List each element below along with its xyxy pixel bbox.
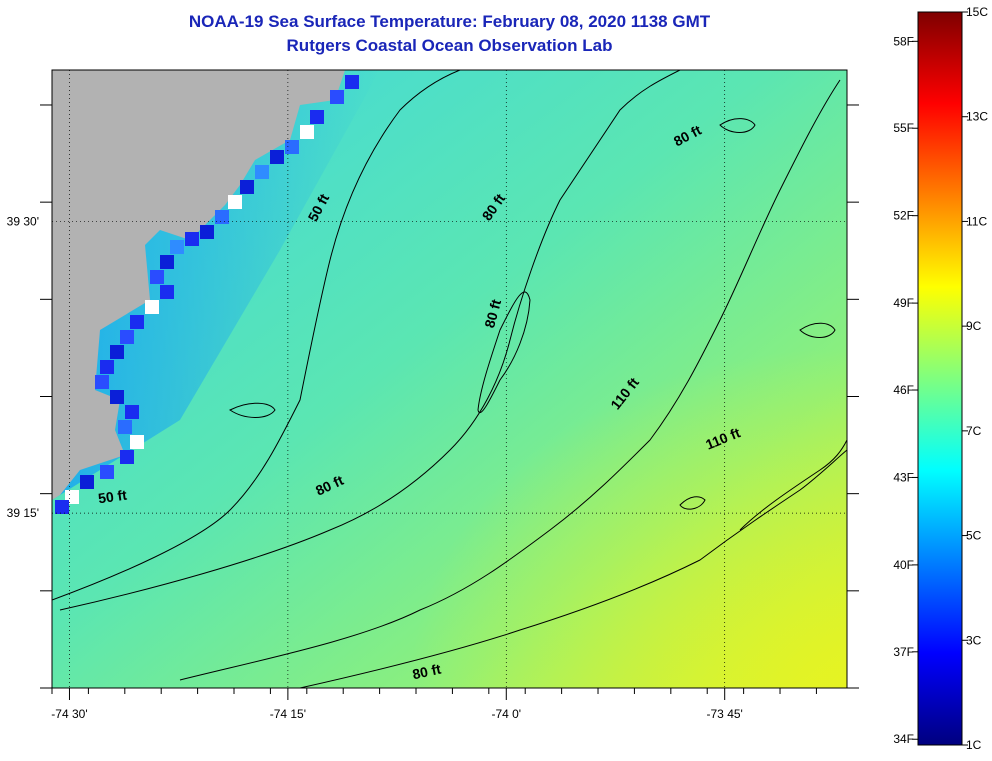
bathymetry-contours [52, 70, 847, 688]
chart-subtitle: Rutgers Coastal Ocean Observation Lab [286, 36, 613, 55]
colorbar-scale [917, 11, 963, 746]
y-tick-label: 39 30' [7, 215, 39, 229]
colorbar-fahrenheit-label: 46F [893, 383, 914, 397]
y-tick-label: 39 15' [7, 506, 39, 520]
colorbar-celsius-label: 9C [966, 319, 982, 333]
chart-title: NOAA-19 Sea Surface Temperature: Februar… [188, 12, 711, 31]
map-axes: -74 30' -74 15' -74 0' -73 45' 39 30' 39 15' [7, 104, 859, 721]
colorbar-celsius-label: 11C [966, 214, 987, 228]
colorbar-fahrenheit-label: 49F [893, 296, 914, 310]
colorbar-celsius-label: 15C [966, 5, 988, 19]
x-tick-label: -74 30' [51, 707, 87, 721]
colorbar-fahrenheit-label: 37F [893, 645, 914, 659]
x-tick-label: -73 45' [707, 707, 743, 721]
x-tick-label: -74 15' [270, 707, 306, 721]
graticule [52, 70, 847, 688]
land-mass [52, 70, 345, 500]
colorbar-fahrenheit-label: 34F [893, 732, 914, 746]
contour-label: 80 ft [411, 661, 443, 683]
colorbar-celsius-label: 1C [966, 738, 982, 752]
colorbar-celsius-label: 13C [966, 110, 988, 124]
plot-frame [51, 69, 848, 689]
x-tick-label: -74 0' [491, 707, 521, 721]
contour-label: 80 ft [481, 297, 504, 329]
colorbar-fahrenheit-label: 52F [893, 209, 914, 223]
contour-label: 50 ft [97, 487, 128, 507]
nearshore-cold-pixels [55, 75, 359, 514]
colorbar: 1C 3C 5C 7C 9C 11C 13C 15C 34F 37F 40F 43F 46F 49F 52F… [893, 5, 988, 752]
colorbar-celsius-label: 7C [966, 424, 982, 438]
colorbar-celsius-label: 5C [966, 529, 982, 543]
colorbar-ticks: 1C 3C 5C 7C 9C 11C 13C 15C 34F 37F 40F 43F 46F 49F 52F… [893, 5, 988, 752]
colorbar-fahrenheit-label: 55F [893, 121, 914, 135]
colorbar-fahrenheit-label: 40F [893, 558, 914, 572]
colorbar-celsius-label: 3C [966, 633, 982, 647]
colorbar-fahrenheit-label: 58F [893, 34, 914, 48]
colorbar-fahrenheit-label: 43F [893, 470, 914, 484]
